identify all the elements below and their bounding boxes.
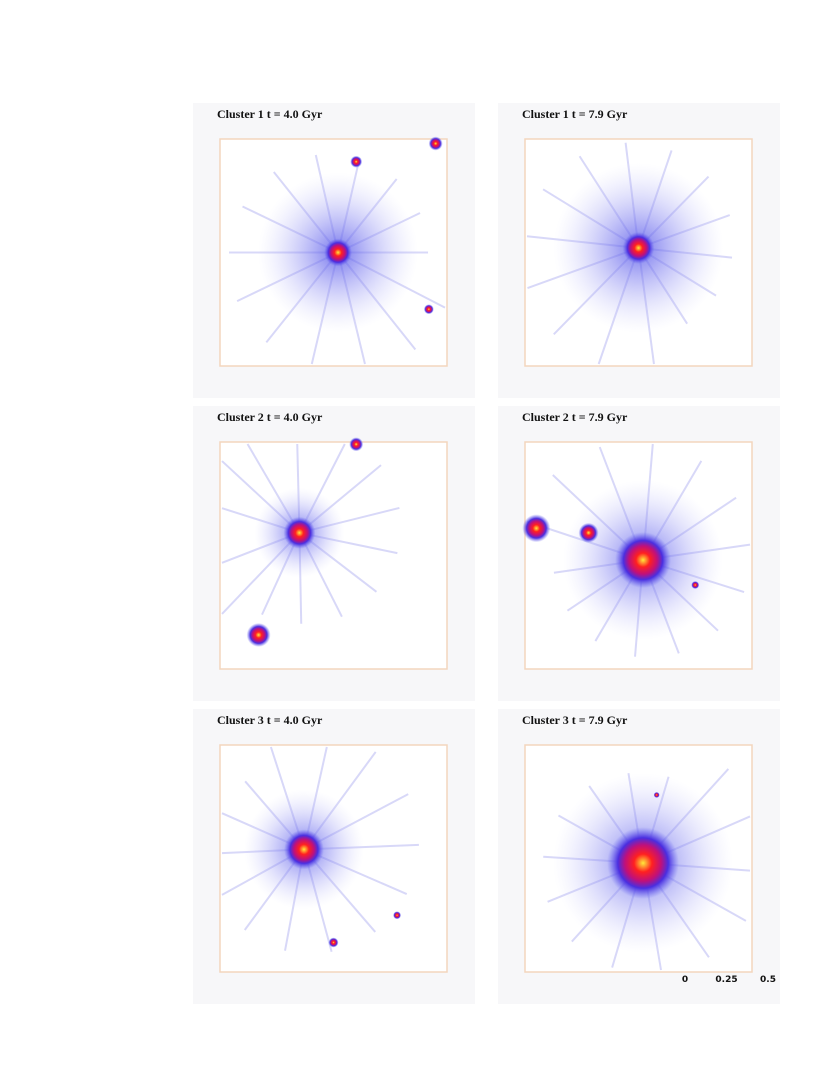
substructure [246,622,271,647]
substructure [578,522,599,543]
core [607,827,680,900]
substructure [653,791,660,798]
panel-title: Cluster 2 t = 7.9 Gyr [522,410,628,424]
panel-title: Cluster 1 t = 4.0 Gyr [217,107,323,121]
core [283,829,324,870]
substructure [522,514,551,543]
substructure [349,437,364,452]
core [324,238,353,267]
substructure [350,155,363,168]
core [622,231,655,264]
substructure [423,304,434,315]
panel-title: Cluster 3 t = 7.9 Gyr [522,713,628,727]
substructure [393,911,402,920]
colorbar-tick-label: 0.5 [760,975,776,985]
colorbar-tick-label: 0 [682,975,688,985]
colorbar-tick-label: 0.25 [715,975,737,985]
substructure [428,136,443,151]
core [283,516,316,549]
panel-title: Cluster 3 t = 4.0 Gyr [217,713,323,727]
core [615,532,672,589]
substructure [328,937,339,948]
substructure [691,581,700,590]
panel-title: Cluster 1 t = 7.9 Gyr [522,107,628,121]
panel-title: Cluster 2 t = 4.0 Gyr [217,410,323,424]
